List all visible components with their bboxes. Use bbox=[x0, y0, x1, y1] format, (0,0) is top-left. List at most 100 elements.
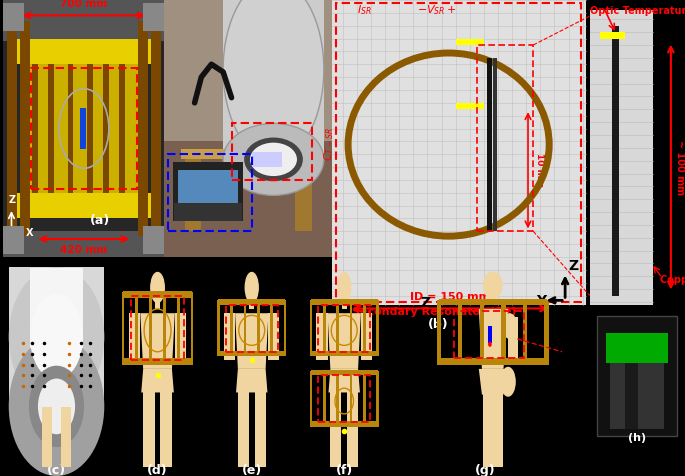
Bar bbox=[131, 296, 184, 360]
Bar bbox=[295, 159, 312, 231]
Polygon shape bbox=[479, 309, 508, 369]
Text: (c): (c) bbox=[47, 464, 66, 476]
Text: $I_{SR}$: $I_{SR}$ bbox=[357, 3, 372, 17]
Bar bbox=[136, 292, 138, 365]
Bar bbox=[3, 2, 25, 31]
Text: ~ 100 mm: ~ 100 mm bbox=[675, 139, 685, 195]
Bar bbox=[438, 358, 547, 365]
Polygon shape bbox=[140, 313, 175, 369]
Bar bbox=[175, 203, 242, 221]
Text: 700 mm: 700 mm bbox=[60, 0, 108, 9]
Bar bbox=[30, 268, 83, 401]
Circle shape bbox=[245, 272, 258, 303]
Ellipse shape bbox=[244, 138, 303, 181]
Bar bbox=[224, 313, 235, 360]
Bar bbox=[232, 123, 312, 180]
Bar bbox=[349, 300, 352, 356]
Ellipse shape bbox=[38, 378, 75, 434]
Bar bbox=[219, 351, 285, 356]
Bar bbox=[284, 300, 286, 356]
Bar bbox=[269, 313, 279, 360]
Bar bbox=[456, 39, 484, 45]
Bar bbox=[143, 226, 164, 255]
Bar bbox=[336, 371, 339, 426]
Bar bbox=[16, 39, 151, 64]
Bar bbox=[230, 300, 233, 356]
Bar bbox=[311, 370, 377, 376]
Bar bbox=[311, 299, 377, 305]
Ellipse shape bbox=[9, 267, 104, 407]
Text: (e): (e) bbox=[242, 464, 262, 476]
Bar bbox=[316, 313, 327, 360]
Bar bbox=[330, 390, 341, 467]
Text: (b): (b) bbox=[427, 317, 449, 331]
Bar bbox=[610, 363, 664, 429]
Text: $- V_{SR} +$: $- V_{SR} +$ bbox=[417, 3, 457, 17]
Bar bbox=[454, 311, 523, 358]
Bar bbox=[143, 390, 155, 467]
Bar bbox=[87, 64, 92, 193]
Bar bbox=[376, 371, 379, 426]
Bar bbox=[155, 292, 160, 309]
Bar bbox=[488, 58, 492, 231]
Ellipse shape bbox=[223, 0, 324, 159]
Bar bbox=[238, 390, 249, 467]
Polygon shape bbox=[327, 313, 361, 369]
Bar bbox=[29, 64, 138, 193]
Bar bbox=[590, 10, 653, 305]
Bar bbox=[319, 375, 370, 423]
Text: Secondary Resonator (SR): Secondary Resonator (SR) bbox=[352, 307, 516, 317]
Text: X: X bbox=[26, 228, 34, 238]
Circle shape bbox=[151, 272, 164, 303]
Bar bbox=[255, 390, 266, 467]
Bar bbox=[160, 390, 172, 467]
Bar bbox=[163, 292, 166, 365]
Polygon shape bbox=[329, 369, 360, 392]
Bar bbox=[181, 149, 315, 159]
Bar bbox=[217, 300, 220, 356]
Bar bbox=[19, 20, 30, 237]
Bar bbox=[311, 421, 377, 426]
Bar bbox=[323, 300, 325, 356]
Bar bbox=[3, 231, 164, 257]
Text: (f): (f) bbox=[336, 464, 353, 476]
Bar bbox=[523, 300, 527, 365]
Bar bbox=[363, 371, 366, 426]
Bar bbox=[625, 363, 638, 429]
Bar bbox=[493, 58, 497, 231]
Circle shape bbox=[338, 272, 351, 303]
Bar bbox=[336, 300, 339, 356]
Bar bbox=[438, 299, 547, 306]
Bar bbox=[9, 267, 104, 407]
Bar bbox=[342, 292, 347, 309]
Bar bbox=[103, 64, 109, 193]
Bar bbox=[123, 357, 192, 365]
Circle shape bbox=[483, 271, 503, 299]
Ellipse shape bbox=[250, 143, 297, 176]
Bar bbox=[119, 64, 125, 193]
Bar bbox=[143, 2, 164, 31]
Bar bbox=[123, 291, 192, 298]
Bar bbox=[177, 292, 179, 365]
Bar bbox=[68, 64, 73, 193]
Bar bbox=[42, 407, 52, 467]
Bar bbox=[175, 313, 186, 360]
Bar bbox=[349, 371, 352, 426]
Bar bbox=[484, 392, 503, 467]
Bar bbox=[244, 300, 247, 356]
Bar bbox=[219, 299, 285, 305]
Text: ID = 150 mm: ID = 150 mm bbox=[410, 292, 490, 302]
Bar bbox=[323, 371, 325, 426]
Bar bbox=[129, 313, 140, 360]
Text: X: X bbox=[390, 343, 401, 357]
Text: (h): (h) bbox=[628, 433, 646, 443]
Bar bbox=[612, 26, 619, 296]
Ellipse shape bbox=[223, 123, 324, 195]
Bar bbox=[49, 64, 54, 193]
Bar bbox=[3, 226, 25, 255]
Bar bbox=[477, 45, 534, 231]
Bar bbox=[361, 313, 372, 360]
Text: Z: Z bbox=[420, 296, 430, 310]
Text: (d): (d) bbox=[147, 464, 168, 476]
Ellipse shape bbox=[30, 294, 83, 380]
